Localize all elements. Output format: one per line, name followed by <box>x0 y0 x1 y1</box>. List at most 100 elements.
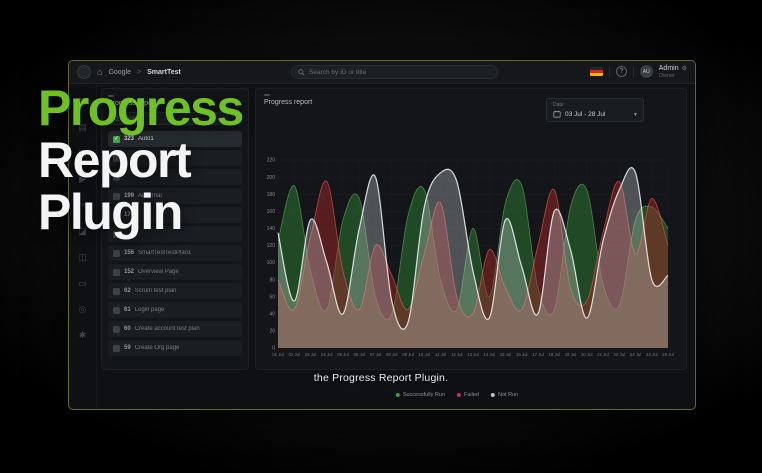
menu-toggle-button[interactable] <box>77 65 91 79</box>
sidebar-search[interactable] <box>108 112 242 125</box>
checkbox[interactable] <box>113 344 120 352</box>
app-window: ⌂ Google > SmartTest ? AU <box>68 60 696 410</box>
language-flag-icon[interactable] <box>589 67 603 77</box>
documents-icon[interactable]: ▭ <box>78 277 87 288</box>
svg-text:140: 140 <box>267 226 276 232</box>
navbar-right-cluster: ? AU Admin ⚙ Owner <box>589 65 687 79</box>
flag-stripe <box>589 73 603 77</box>
home-icon[interactable]: ⌂ <box>97 66 103 77</box>
sidebar-list-item[interactable]: 174 <box>108 207 242 223</box>
checkbox[interactable] <box>113 287 120 295</box>
user-menu[interactable]: Admin ⚙ Owner <box>659 65 687 79</box>
schedule-icon[interactable]: ◔ <box>79 200 86 210</box>
svg-text:17 Jul: 17 Jul <box>532 352 544 357</box>
svg-text:16 Jul: 16 Jul <box>516 352 528 357</box>
item-label: SmartTestTestPlan1 <box>138 250 192 256</box>
sidebar-list-item[interactable]: 199 AutoTrial <box>108 188 242 204</box>
sidebar-list-item[interactable]: 156 SmartTestTestPlan1 <box>108 245 242 261</box>
checkbox[interactable] <box>113 306 120 314</box>
checkbox[interactable] <box>113 211 120 219</box>
dashboard-icon[interactable]: ▦ <box>78 95 87 106</box>
chart-legend: Successfully Run Failed Not Run <box>395 392 519 398</box>
legend-dot-icon <box>395 393 400 397</box>
checkbox[interactable] <box>113 192 120 200</box>
search-icon <box>114 115 120 122</box>
sidebar-title: Progress report <box>108 100 157 107</box>
sidebar-list-item[interactable] <box>108 150 242 166</box>
search-icon[interactable]: ◎ <box>78 303 87 314</box>
svg-text:02 Jul: 02 Jul <box>289 352 301 357</box>
settings-icon[interactable]: ✱ <box>78 329 87 340</box>
svg-text:20 Jul: 20 Jul <box>581 352 593 357</box>
user-settings-icon[interactable]: ⚙ <box>681 65 687 72</box>
sidebar-list-item[interactable]: 152 Overview Page <box>108 264 242 280</box>
sidebar-icon-rail: ▦ ▤ ▣ ▶ ◔ ◪ ◫ ▭ ◎ ✱ <box>69 84 97 409</box>
svg-text:200: 200 <box>267 175 276 181</box>
divider <box>632 66 634 77</box>
panel-title: Progress report <box>264 99 313 106</box>
legend-item[interactable]: Successfully Run <box>395 392 446 398</box>
svg-text:07 Jul: 07 Jul <box>370 352 382 357</box>
search-input[interactable] <box>309 68 491 76</box>
panel-handle-icon <box>108 95 114 97</box>
legend-item[interactable]: Failed <box>457 392 479 398</box>
legend-item[interactable]: Not Run <box>490 392 519 398</box>
help-icon[interactable]: ? <box>615 66 627 78</box>
test-cases-icon[interactable]: ▣ <box>78 147 87 158</box>
checkbox[interactable] <box>113 230 120 238</box>
svg-text:23 Jul: 23 Jul <box>630 352 642 357</box>
checkbox[interactable] <box>113 154 120 162</box>
checkbox[interactable] <box>113 325 120 333</box>
sidebar-list-item[interactable] <box>108 169 242 185</box>
date-range-picker[interactable]: Date 03 Jul - 28 Jul ▾ <box>546 98 644 122</box>
checkbox[interactable]: ✓ <box>113 135 120 143</box>
test-runs-icon[interactable]: ▶ <box>79 173 86 184</box>
svg-text:13 Jul: 13 Jul <box>467 352 479 357</box>
svg-text:40: 40 <box>269 312 275 318</box>
breadcrumb-item[interactable]: SmartTest <box>147 68 181 76</box>
breadcrumb-project[interactable]: Google <box>108 68 132 76</box>
panel-header: Progress report Date 03 Jul - 28 Jul ▾ <box>264 94 678 152</box>
sidebar-search-input[interactable] <box>124 115 236 122</box>
video-caption: the Progress Report Plugin. <box>313 372 449 384</box>
legend-label: Successfully Run <box>402 392 446 398</box>
svg-text:60: 60 <box>269 294 275 300</box>
chevron-down-icon[interactable]: ▾ <box>633 111 637 118</box>
sidebar-list-item[interactable]: 59 Create Org page <box>108 340 242 356</box>
item-id: 59 <box>124 345 131 351</box>
search-icon <box>298 68 305 76</box>
sidebar-list-item[interactable]: 61 Login page <box>108 302 242 318</box>
svg-text:120: 120 <box>267 243 276 249</box>
item-label: Overview Page <box>138 269 179 275</box>
legend-dot-icon <box>457 393 462 397</box>
svg-text:08 Jul: 08 Jul <box>386 352 398 357</box>
defects-icon[interactable]: ◫ <box>78 251 87 262</box>
test-plans-icon[interactable]: ▤ <box>78 121 87 132</box>
sidebar-list-item[interactable]: 60 Create account test plan <box>108 321 242 337</box>
sidebar-panel: Progress report ✓ 323 Auto1 199 AutoTria… <box>101 88 249 370</box>
sidebar-list-item[interactable]: ✓ 323 Auto1 <box>108 131 242 147</box>
svg-text:100: 100 <box>267 260 276 266</box>
item-label: Create account test plan <box>134 326 200 332</box>
legend-dot-icon <box>490 393 495 397</box>
progress-report-panel: Progress report Date 03 Jul - 28 Jul ▾ <box>255 88 687 370</box>
legend-label: Not Run <box>497 392 519 398</box>
date-range-value: 03 Jul - 28 Jul <box>565 110 606 118</box>
global-search[interactable] <box>291 65 498 79</box>
sidebar-list-item[interactable] <box>108 226 242 242</box>
date-label: Date <box>553 102 564 108</box>
avatar[interactable]: AU <box>639 65 653 79</box>
svg-text:14 Jul: 14 Jul <box>484 352 496 357</box>
reports-icon[interactable]: ◪ <box>78 225 87 236</box>
svg-text:160: 160 <box>267 209 276 215</box>
svg-text:06 Jul: 06 Jul <box>354 352 366 357</box>
sidebar-list-item[interactable]: 62 Scrum test plan <box>108 283 242 299</box>
checkbox[interactable] <box>113 249 120 257</box>
checkbox[interactable] <box>113 268 120 276</box>
checkbox[interactable] <box>113 173 120 181</box>
overlay-title: Progress Report Plugin <box>38 82 244 238</box>
breadcrumb-separator: > <box>137 68 142 76</box>
legend-label: Failed <box>464 392 479 398</box>
panel-handle-icon <box>264 94 270 96</box>
